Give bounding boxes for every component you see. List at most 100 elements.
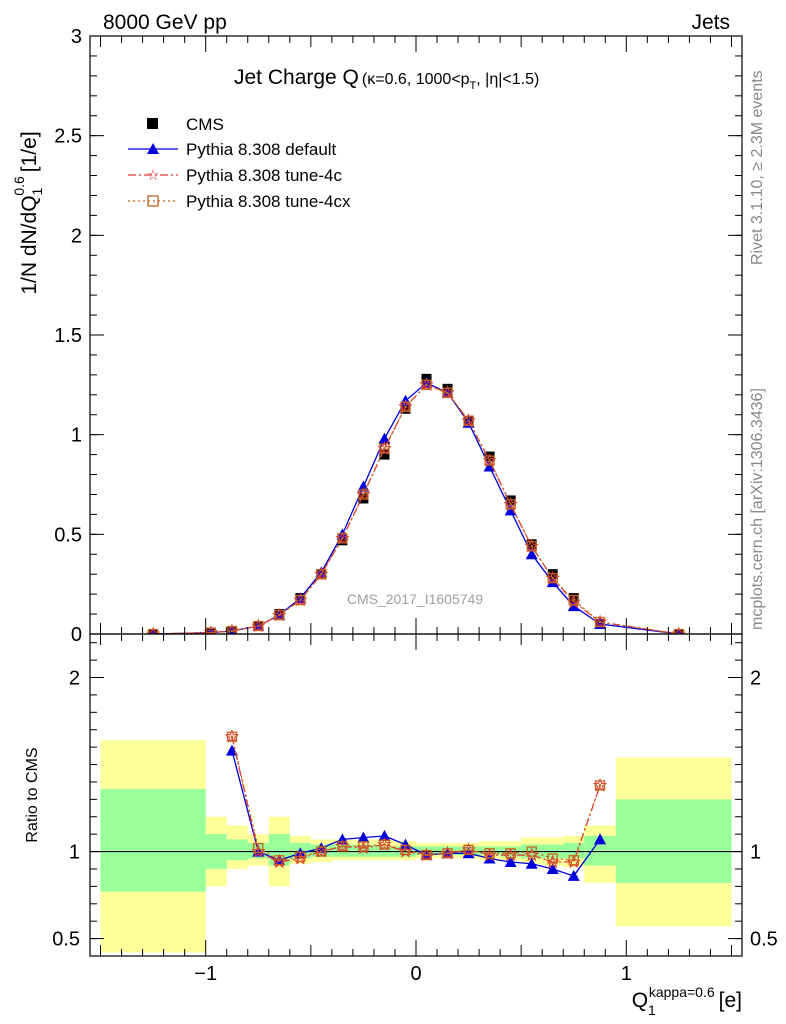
ratio-y-tick-label-right: 0.5 (750, 929, 778, 951)
ratio-point-tune4cx-dot (257, 846, 260, 850)
ratio-y-tick-label-right: 2 (750, 668, 761, 690)
ratio-point-tune4cx (442, 848, 453, 859)
ratio-point-tune4cx-dot (320, 850, 323, 853)
ratio-point-default (594, 833, 607, 845)
axes: 0 0.5 1 1.5 2 2.5 3 −1 0 1 0.5 0.5 1 1 2 2 (52, 26, 778, 985)
legend-entry-tune4c: ☆ Pythia 8.308 tune-4c (128, 166, 342, 185)
legend: CMS Pythia 8.308 default ☆ Pythia 8.308 … (128, 115, 351, 211)
header-right: Jets (691, 11, 730, 34)
main-point-tune4cx-dot (530, 545, 533, 548)
legend-entry-cms: CMS (147, 115, 224, 134)
mcplots-label: mcplots.cern.ch [arXiv:1306.3436] (749, 388, 766, 630)
main-point-tune4cx-dot (209, 631, 213, 634)
main-point-tune4cx (400, 401, 411, 412)
x-axis-label: Q1kappa=0.6 [e] (632, 984, 742, 1018)
ratio-point-default (525, 857, 538, 869)
legend-label-cms: CMS (186, 115, 224, 134)
ratio-point-default (567, 869, 580, 881)
ratio-point-tune4cx-dot (488, 852, 491, 855)
main-y-tick-label: 1 (71, 425, 82, 447)
ratio-point-tune4cx-dot (446, 852, 449, 855)
ratio-point-tune4cx-dot (362, 845, 365, 848)
main-point-default (483, 460, 496, 472)
main-y-tick-label: 0 (71, 624, 82, 646)
main-point-tune4cx (547, 573, 558, 584)
ratio-uncertainty-bands (90, 740, 742, 953)
ratio-point-tune4cx-dot (341, 845, 344, 848)
main-point-tune4cx (316, 569, 327, 580)
ratio-point-tune4cx-dot (551, 857, 554, 860)
main-series-lines (145, 373, 687, 634)
legend-marker-tune4c: ☆ (146, 167, 159, 184)
main-point-tune4cx-dot (341, 537, 344, 540)
main-point-default (504, 504, 517, 516)
main-point-tune4cx (253, 620, 264, 632)
ratio-point-tune4cx-dot (530, 850, 533, 853)
main-y-tick-label: 0.5 (54, 524, 82, 546)
main-point-tune4cx-dot (257, 624, 260, 628)
ratio-point-tune4cx (379, 839, 390, 850)
ratio-point-tune4cx-dot (278, 859, 281, 862)
ratio-point-tune4cx (505, 848, 516, 859)
band-green (226, 839, 248, 861)
legend-label-default: Pythia 8.308 default (186, 140, 337, 159)
main-point-default (546, 576, 559, 588)
ratio-y-axis-label: Ratio to CMS (24, 747, 41, 842)
main-point-tune4cx (484, 455, 495, 466)
ratio-point-default (378, 829, 391, 841)
main-point-tune4cx-dot (278, 613, 281, 617)
ratio-y-tick-label: 0.5 (52, 929, 80, 951)
ratio-point-default (357, 831, 370, 843)
legend-marker-tune4cx (147, 195, 159, 207)
ratio-y-tick-label: 2 (69, 668, 80, 690)
ratio-point-tune4cx (463, 844, 474, 855)
main-point-tune4cx-dot (299, 598, 302, 602)
ratio-point-tune4cx-dot (509, 852, 512, 855)
rivet-version-label: Rivet 3.1.10, ≥ 2.3M events (749, 70, 766, 265)
main-point-tune4cx (274, 609, 285, 621)
main-point-tune4cx (463, 415, 474, 426)
main-point-tune4cx (358, 489, 369, 500)
ratio-point-tune4cx (274, 855, 285, 866)
ratio-point-tune4cx (316, 846, 327, 857)
main-point-tune4cx (147, 628, 159, 634)
ratio-series-lines (224, 729, 608, 881)
legend-label-tune4c: Pythia 8.308 tune-4c (186, 166, 342, 185)
main-point-tune4cx (594, 616, 606, 628)
header-left: 8000 GeV pp (103, 11, 227, 34)
main-point-default (675, 628, 683, 634)
ratio-line-tune4cx (231, 736, 601, 861)
ratio-point-tune4cx-dot (299, 855, 302, 858)
main-point-tune4cx (421, 379, 432, 390)
ratio-point-tune4cx-dot (467, 848, 470, 852)
ratio-point-tune4cx (295, 851, 306, 862)
main-point-tune4cx-dot (383, 447, 386, 450)
band-green (479, 846, 501, 856)
ratio-point-tune4cx-dot (404, 848, 407, 852)
band-green (563, 842, 585, 859)
ratio-point-tune4cx (547, 853, 558, 864)
band-green (100, 788, 206, 892)
main-y-tick-label: 2.5 (54, 126, 82, 148)
main-point-tune4cx-dot (230, 629, 234, 633)
ratio-point-tune4cx (568, 855, 579, 866)
analysis-watermark: CMS_2017_I1605749 (347, 591, 483, 607)
legend-entry-default: Pythia 8.308 default (128, 140, 337, 159)
main-point-tune4cx (379, 443, 390, 454)
ratio-point-tune4cx (594, 780, 606, 791)
main-point-tune4cx-dot (362, 493, 365, 496)
ratio-y-tick-label-right: 1 (750, 842, 761, 864)
main-point-tune4cx-dot (446, 391, 449, 395)
main-point-cms (379, 449, 390, 460)
ratio-point-default (225, 744, 238, 756)
main-point-tune4cx (295, 594, 306, 606)
legend-marker-default (147, 143, 159, 154)
main-point-tune4cx (337, 533, 348, 544)
band-green (615, 799, 732, 883)
main-point-tune4cx (568, 594, 579, 606)
main-point-tune4cx-dot (509, 503, 512, 506)
ratio-point-default (504, 856, 517, 868)
main-point-tune4cx-dot (551, 576, 554, 580)
ratio-point-tune4cx (526, 846, 537, 857)
main-point-tune4cx-dot (404, 405, 407, 408)
